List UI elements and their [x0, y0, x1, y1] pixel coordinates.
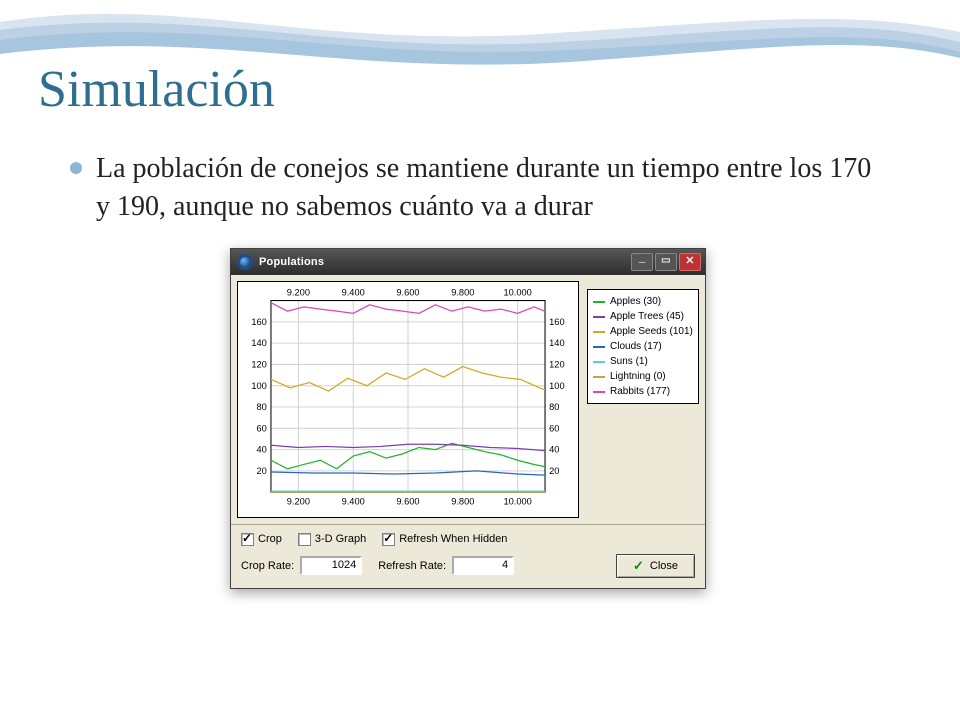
crop-checkbox[interactable]: Crop [241, 533, 282, 546]
legend-swatch [593, 376, 605, 378]
crop-rate-input[interactable]: 1024 [300, 556, 362, 575]
legend-item: Apple Trees (45) [593, 309, 693, 324]
svg-text:9.600: 9.600 [396, 497, 419, 507]
chart-controls: Crop 3-D Graph Refresh When Hidden Crop … [231, 524, 705, 588]
legend-label: Clouds (17) [610, 341, 662, 352]
legend-label: Suns (1) [610, 356, 648, 367]
svg-text:9.800: 9.800 [451, 287, 474, 297]
svg-text:80: 80 [549, 402, 559, 412]
legend-label: Apple Trees (45) [610, 311, 684, 322]
3d-graph-checkbox[interactable]: 3-D Graph [298, 533, 366, 546]
svg-text:40: 40 [257, 445, 267, 455]
legend-item: Apples (30) [593, 294, 693, 309]
slide-title: Simulación [38, 60, 275, 119]
legend-item: Suns (1) [593, 354, 693, 369]
legend-label: Rabbits (177) [610, 386, 670, 397]
svg-text:60: 60 [257, 423, 267, 433]
window-titlebar[interactable]: Populations [231, 249, 705, 275]
svg-text:40: 40 [549, 445, 559, 455]
legend-item: Clouds (17) [593, 339, 693, 354]
svg-text:160: 160 [251, 317, 266, 327]
svg-text:20: 20 [549, 466, 559, 476]
svg-text:9.800: 9.800 [451, 497, 474, 507]
svg-text:60: 60 [549, 423, 559, 433]
close-button[interactable]: ✓ Close [616, 554, 695, 578]
checkmark-icon: ✓ [633, 558, 644, 574]
svg-text:10.000: 10.000 [503, 497, 531, 507]
populations-window: Populations 20 20 40 40 60 60 80 80 100 100 120 120… [230, 248, 706, 589]
close-button-label: Close [650, 560, 678, 572]
maximize-button[interactable] [655, 253, 677, 271]
legend-label: Apples (30) [610, 296, 661, 307]
legend-swatch [593, 361, 605, 363]
legend-label: Lightning (0) [610, 371, 666, 382]
svg-text:100: 100 [549, 381, 564, 391]
svg-text:120: 120 [251, 360, 266, 370]
svg-text:120: 120 [549, 360, 564, 370]
legend-swatch [593, 331, 605, 333]
bullet-item: La población de conejos se mantiene dura… [70, 150, 890, 226]
svg-text:9.200: 9.200 [287, 497, 310, 507]
legend-swatch [593, 391, 605, 393]
svg-text:9.200: 9.200 [287, 287, 310, 297]
refresh-rate-input[interactable]: 4 [452, 556, 514, 575]
svg-text:9.400: 9.400 [342, 497, 365, 507]
legend-swatch [593, 316, 605, 318]
legend-swatch [593, 346, 605, 348]
population-chart: 20 20 40 40 60 60 80 80 100 100 120 120 140 140 160 160… [237, 281, 579, 518]
refresh-rate-label: Refresh Rate: [378, 560, 446, 572]
legend-swatch [593, 301, 605, 303]
svg-text:10.000: 10.000 [503, 287, 531, 297]
svg-text:20: 20 [257, 466, 267, 476]
svg-text:80: 80 [257, 402, 267, 412]
legend-item: Lightning (0) [593, 369, 693, 384]
minimize-button[interactable] [631, 253, 653, 271]
legend-label: Apple Seeds (101) [610, 326, 693, 337]
chart-legend: Apples (30) Apple Trees (45) Apple Seeds (… [587, 289, 699, 404]
svg-text:140: 140 [251, 338, 266, 348]
bullet-text: La población de conejos se mantiene dura… [96, 150, 890, 226]
legend-item: Rabbits (177) [593, 384, 693, 399]
crop-rate-label: Crop Rate: [241, 560, 294, 572]
svg-text:9.600: 9.600 [396, 287, 419, 297]
legend-item: Apple Seeds (101) [593, 324, 693, 339]
svg-text:160: 160 [549, 317, 564, 327]
svg-text:9.400: 9.400 [342, 287, 365, 297]
svg-text:140: 140 [549, 338, 564, 348]
refresh-hidden-checkbox[interactable]: Refresh When Hidden [382, 533, 507, 546]
app-icon [237, 254, 253, 270]
svg-text:100: 100 [251, 381, 266, 391]
window-close-button[interactable] [679, 253, 701, 271]
bullet-dot-icon [70, 162, 82, 174]
window-title: Populations [259, 256, 631, 268]
